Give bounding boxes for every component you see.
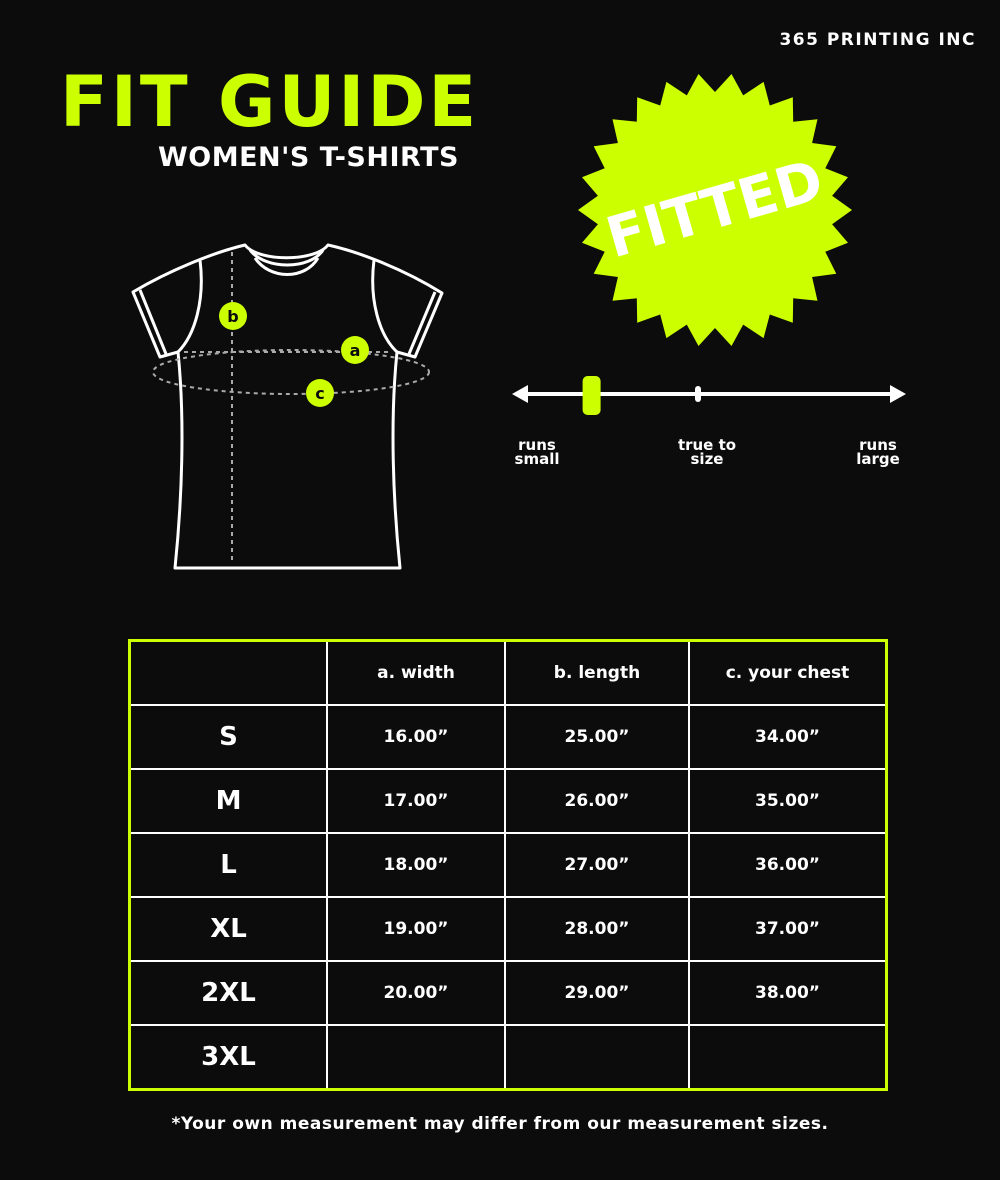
header-cell: b. length [504, 639, 690, 706]
table-row: XL 19.00” 28.00” 37.00” [128, 896, 888, 962]
disclaimer-note: *Your own measurement may differ from ou… [171, 1114, 829, 1134]
header-cell: a. width [326, 639, 506, 706]
true-to-size-tick [695, 386, 701, 402]
measurement-cell: 38.00” [688, 960, 888, 1026]
svg-text:b: b [227, 307, 238, 326]
fit-scale [512, 376, 906, 415]
table-row: 3XL [128, 1024, 888, 1091]
header-cell [128, 639, 328, 706]
size-label: XL [128, 896, 328, 962]
scale-label-true: true to size [677, 436, 737, 468]
fit-marker [582, 376, 601, 415]
label-a: a [341, 336, 369, 364]
measurement-cell: 29.00” [504, 960, 690, 1026]
table-row: M 17.00” 26.00” 35.00” [128, 768, 888, 834]
measurement-cell: 27.00” [504, 832, 690, 898]
measurement-cell: 35.00” [688, 768, 888, 834]
table-row: S 16.00” 25.00” 34.00” [128, 704, 888, 770]
size-label: M [128, 768, 328, 834]
scale-label-small: runs small [514, 436, 560, 468]
table-header-row: a. width b. length c. your chest [128, 639, 888, 706]
size-label: L [128, 832, 328, 898]
measurement-cell [326, 1024, 506, 1091]
size-label: 2XL [128, 960, 328, 1026]
measurement-cell: 20.00” [326, 960, 506, 1026]
arrow-left-icon [512, 385, 528, 403]
page-title: FIT GUIDE [60, 61, 480, 143]
table-row: 2XL 20.00” 29.00” 38.00” [128, 960, 888, 1026]
arrow-right-icon [890, 385, 906, 403]
size-table: a. width b. length c. your chest S 16.00”… [128, 639, 888, 1091]
measurement-cell: 16.00” [326, 704, 506, 770]
measurement-guides [152, 252, 430, 560]
svg-text:a: a [350, 341, 361, 360]
page-subtitle: WOMEN'S T-SHIRTS [158, 142, 459, 173]
measurement-cell: 19.00” [326, 896, 506, 962]
brand-name: 365 PRINTING INC [779, 30, 976, 50]
header-cell: c. your chest [688, 639, 888, 706]
measurement-cell: 34.00” [688, 704, 888, 770]
label-b: b [219, 302, 247, 330]
measurement-cell: 36.00” [688, 832, 888, 898]
table-row: L 18.00” 27.00” 36.00” [128, 832, 888, 898]
size-label: 3XL [128, 1024, 328, 1091]
svg-text:c: c [315, 384, 324, 403]
measurement-cell: 37.00” [688, 896, 888, 962]
measurement-cell: 18.00” [326, 832, 506, 898]
size-label: S [128, 704, 328, 770]
measurement-cell [504, 1024, 690, 1091]
fitted-badge-starburst [578, 74, 852, 346]
measurement-cell: 28.00” [504, 896, 690, 962]
measurement-cell: 25.00” [504, 704, 690, 770]
tshirt-diagram [131, 243, 444, 570]
scale-label-large: runs large [856, 436, 900, 468]
label-c: c [306, 379, 334, 407]
measurement-cell: 17.00” [326, 768, 506, 834]
measurement-cell: 26.00” [504, 768, 690, 834]
illustrations: FITTED b a c [131, 74, 906, 570]
measurement-cell [688, 1024, 888, 1091]
